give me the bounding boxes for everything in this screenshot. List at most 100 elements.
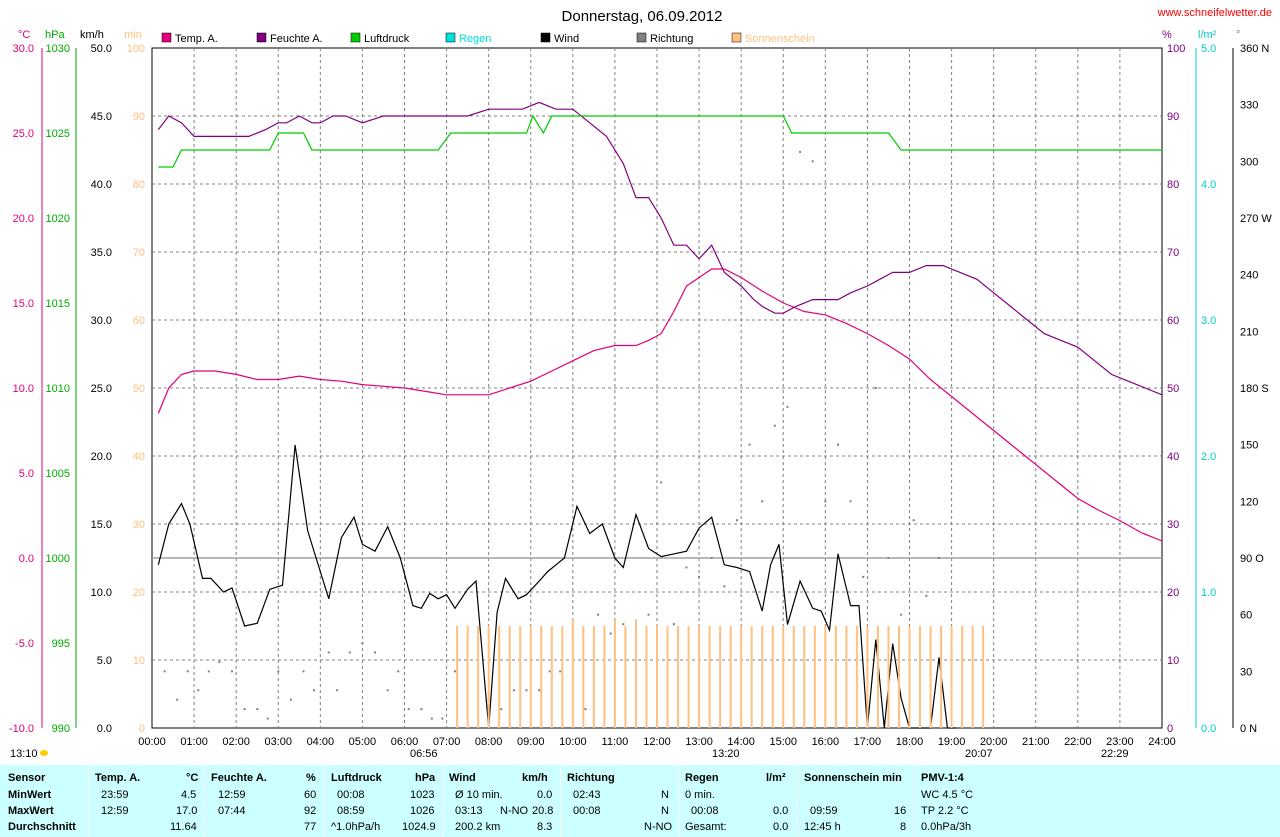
direction-point — [799, 150, 802, 153]
rain-duration: 0 min. — [685, 789, 715, 801]
direction-point — [622, 623, 625, 626]
legend-swatch — [256, 32, 267, 43]
sun-tick-label: 30 — [133, 519, 145, 531]
direction-point — [386, 689, 389, 692]
sunset-marker: 20:07 — [965, 748, 993, 760]
max-row-label: MaxWert — [8, 805, 54, 817]
direction-point — [186, 670, 189, 673]
x-tick-label: 20:00 — [980, 736, 1008, 748]
legend-label: Temp. A. — [175, 33, 218, 45]
dir-time-1: 02:43 — [573, 789, 601, 801]
direction-point — [761, 500, 764, 503]
direction-point — [430, 717, 433, 720]
pressure-tick-label: 1005 — [46, 468, 70, 480]
x-tick-label: 21:00 — [1022, 736, 1050, 748]
sun-tick-label: 10 — [133, 655, 145, 667]
wind-max-dir: N-NO — [500, 805, 529, 817]
temp-min: 4.5 — [181, 789, 197, 801]
temp-min-time: 23:59 — [101, 789, 129, 801]
direction-point — [538, 689, 541, 692]
direction-point — [773, 424, 776, 427]
direction-tick-label: 150 — [1240, 440, 1258, 452]
direction-point — [218, 660, 221, 663]
sensor-header: Sensor — [8, 772, 46, 784]
x-tick-label: 09:00 — [517, 736, 545, 748]
hum-max: 92 — [304, 805, 317, 817]
direction-tick-label: 360 N — [1240, 43, 1269, 55]
press-header: Luftdruck — [331, 772, 382, 784]
direction-point — [176, 698, 179, 701]
x-tick-label: 07:00 — [433, 736, 461, 748]
direction-tick-label: 60 — [1240, 610, 1252, 622]
direction-point — [512, 689, 515, 692]
legend-label: Luftdruck — [364, 33, 410, 45]
hum-max-time: 07:44 — [218, 805, 246, 817]
legend-swatch — [540, 32, 551, 43]
sun-tick-label: 70 — [133, 247, 145, 259]
direction-point — [243, 708, 246, 711]
direction-point — [441, 717, 444, 720]
temp-tick-label: 0.0 — [19, 553, 34, 565]
direction-point — [230, 670, 233, 673]
x-tick-label: 17:00 — [854, 736, 882, 748]
x-tick-label: 04:00 — [307, 736, 335, 748]
wind-distance: 200.2 km — [455, 821, 501, 833]
temp-header: Temp. A. — [95, 772, 141, 784]
wind-tick-label: 25.0 — [91, 383, 112, 395]
time-markers: 13:10 06:56 13:20 20:07 22:29 — [10, 748, 1129, 760]
website-label[interactable]: www.schneifelwetter.de — [1157, 7, 1272, 19]
rain-total: 0.0 — [773, 821, 789, 833]
direction-point — [811, 160, 814, 163]
direction-point — [735, 519, 738, 522]
rain-tick-label: 2.0 — [1201, 451, 1216, 463]
direction-point — [266, 717, 269, 720]
direction-point — [454, 670, 456, 673]
avg-row-label: Durchschnitt — [8, 821, 76, 833]
pressure-tick-label: 1025 — [46, 128, 70, 140]
x-tick-label: 01:00 — [180, 736, 208, 748]
direction-point — [313, 689, 316, 692]
direction-point — [207, 670, 210, 673]
series-layer — [157, 101, 1163, 729]
humidity-unit: % — [1162, 29, 1172, 41]
x-tick-label: 13:00 — [685, 736, 713, 748]
x-tick-label: 16:00 — [812, 736, 840, 748]
legend-label: Richtung — [650, 33, 693, 45]
sun-tick-label: 20 — [133, 587, 145, 599]
rain-unit-header: l/m² — [766, 772, 786, 784]
direction-point — [836, 443, 839, 446]
sun-tick-label: 40 — [133, 451, 145, 463]
direction-point — [525, 689, 528, 692]
direction-point — [597, 613, 600, 616]
x-axis: 00:00 01:00 02:00 03:00 04:00 05:00 06:00 07:00… — [138, 736, 1176, 748]
dir-header: Richtung — [567, 772, 615, 784]
legend-label: Regen — [459, 33, 491, 45]
direction-tick-label: 120 — [1240, 496, 1258, 508]
direction-point — [327, 651, 330, 654]
wind-unit: km/h — [80, 29, 104, 41]
sun-tick-label: 90 — [133, 111, 145, 123]
direction-point — [849, 500, 852, 503]
direction-point — [584, 708, 587, 711]
legend-label: Feuchte A. — [270, 33, 323, 45]
press-min: 1023 — [410, 789, 435, 801]
rain-tick-label: 5.0 — [1201, 43, 1216, 55]
direction-tick-label: 180 S — [1240, 383, 1269, 395]
wind-unit-header: km/h — [522, 772, 548, 784]
wind-avg: 8.3 — [537, 821, 553, 833]
temp-max-time: 12:59 — [101, 805, 129, 817]
legend-swatch — [161, 32, 172, 43]
temp-tick-label: 15.0 — [13, 298, 34, 310]
humidity-tick-label: 30 — [1167, 519, 1179, 531]
temp-a-line — [157, 268, 1163, 542]
dir-value-1: N — [661, 789, 669, 801]
rain-total-label: Gesamt: — [685, 821, 727, 833]
direction-point — [559, 670, 562, 673]
x-tick-label: 15:00 — [769, 736, 797, 748]
direction-point — [500, 708, 503, 711]
direction-tick-label: 240 — [1240, 270, 1258, 282]
pressure-tick-label: 1000 — [46, 553, 70, 565]
temp-tick-label: 30.0 — [13, 43, 34, 55]
legend-swatch — [350, 32, 361, 43]
direction-tick-label: 0 N — [1240, 723, 1257, 735]
